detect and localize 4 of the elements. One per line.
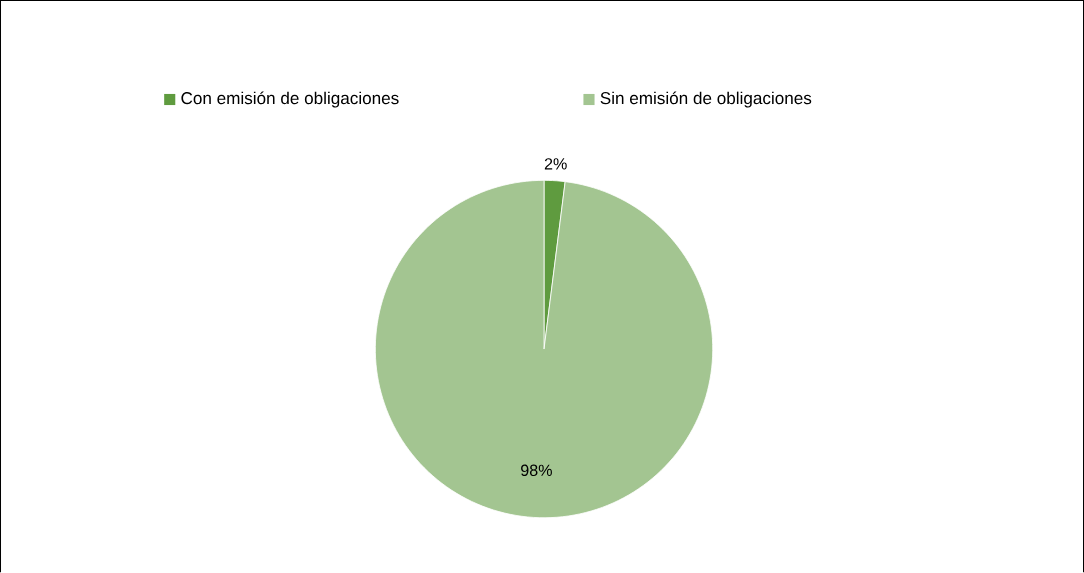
- data-label: 98%: [521, 464, 552, 477]
- legend-label: Con emisión de obligaciones: [181, 91, 399, 108]
- data-label: 2%: [544, 158, 567, 170]
- legend-label: Sin emisión de obligaciones: [600, 91, 812, 108]
